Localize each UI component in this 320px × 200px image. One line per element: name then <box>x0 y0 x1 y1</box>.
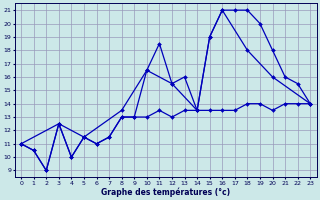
X-axis label: Graphe des températures (°c): Graphe des températures (°c) <box>101 187 230 197</box>
